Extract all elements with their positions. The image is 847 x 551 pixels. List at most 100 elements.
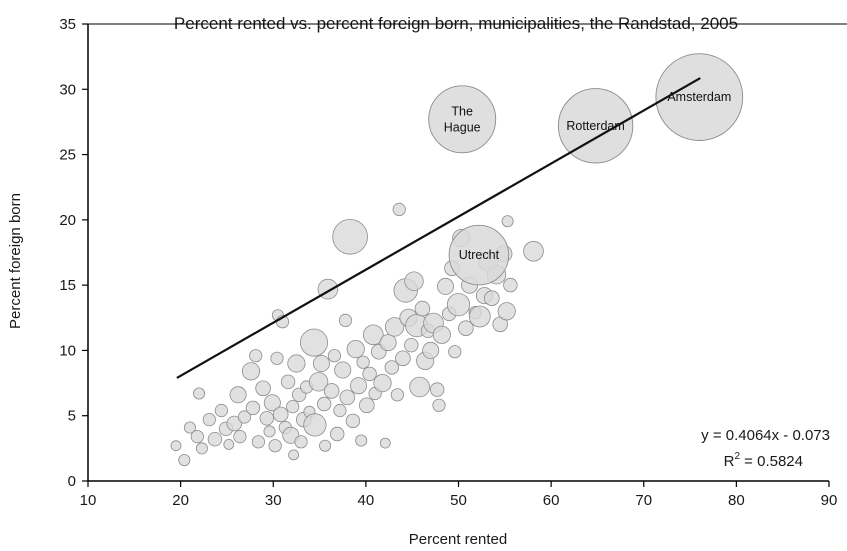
y-tick-label: 15 — [59, 277, 76, 294]
bubble-point — [404, 271, 424, 291]
y-tick-label: 10 — [59, 342, 76, 359]
y-tick-label: 30 — [59, 81, 76, 98]
bubble-point — [356, 355, 370, 369]
bubble-point — [207, 432, 223, 447]
x-tick-label: 40 — [358, 492, 375, 509]
bubble-point — [395, 350, 411, 367]
bubble-point — [282, 426, 300, 444]
x-tick-label: 80 — [728, 492, 745, 509]
y-axis-ticks: 0 5 10 15 20 25 30 35 — [59, 16, 88, 490]
bubble-point — [501, 215, 514, 228]
y-tick-label: 35 — [59, 16, 76, 33]
bubble-label-amsterdam: Amsterdam — [667, 90, 731, 104]
bubble-point — [384, 317, 405, 337]
bubble-point — [229, 386, 247, 404]
bubble-point — [287, 354, 306, 373]
bubble-point — [497, 302, 516, 321]
bubble-point — [436, 277, 454, 295]
bubble-point — [308, 372, 329, 392]
bubble-point — [404, 338, 419, 353]
bubble-point — [268, 439, 282, 453]
bubble-point — [255, 380, 271, 397]
bubble-label-utrecht: Utrecht — [459, 248, 500, 262]
bubble-point — [214, 403, 228, 418]
bubble-point — [323, 383, 340, 399]
bubble-point — [299, 328, 328, 357]
y-axis-label: Percent foreign born — [7, 193, 24, 329]
x-tick-label: 90 — [821, 492, 838, 509]
bubble-point — [202, 412, 216, 427]
bubble-point — [430, 382, 445, 397]
y-tick-label: 5 — [68, 408, 76, 425]
bubble-point — [384, 360, 400, 375]
bubble-point — [270, 351, 284, 365]
bubble-the-hague — [428, 85, 497, 154]
bubble-point — [332, 219, 368, 255]
x-tick-label: 20 — [172, 492, 189, 509]
bubble-point — [245, 400, 261, 416]
bubble-amsterdam — [655, 53, 744, 141]
bubble-point — [317, 396, 332, 412]
bubble-point — [446, 293, 471, 317]
bubble-point — [379, 437, 391, 449]
bubble-point — [346, 339, 365, 359]
trend-line — [176, 77, 701, 379]
x-tick-label: 60 — [543, 492, 560, 509]
bubble-label-the-hague: Hague — [444, 120, 481, 134]
bubble-point — [483, 290, 500, 307]
bubble-point — [339, 389, 356, 406]
bubble-point — [523, 240, 544, 262]
r-squared-exponent: 2 — [734, 451, 740, 462]
bubble-rotterdam — [557, 88, 634, 164]
bubble-point — [241, 362, 261, 381]
bubble-point — [468, 305, 491, 328]
bubble-point — [178, 454, 191, 467]
bubble-point — [330, 426, 345, 442]
bubble-point — [251, 435, 265, 449]
bubble-point — [373, 373, 392, 393]
bubble-point — [237, 410, 252, 424]
x-tick-label: 30 — [265, 492, 282, 509]
y-tick-label: 0 — [68, 473, 76, 490]
bubble-point — [249, 349, 263, 363]
bubble-point — [422, 341, 440, 359]
bubble-point — [263, 394, 281, 412]
y-tick-label: 20 — [59, 212, 76, 229]
bubble-point — [458, 320, 474, 337]
bubble-point — [379, 334, 397, 352]
bubble-point — [362, 324, 384, 346]
bubble-point — [170, 440, 182, 452]
bubble-point — [333, 403, 347, 418]
bubble-point — [355, 434, 368, 447]
y-tick-label: 25 — [59, 147, 76, 164]
trend-r-squared: R2 = 0.5824 — [724, 451, 803, 470]
bubble-point — [294, 435, 308, 449]
r-squared-letter: R — [724, 453, 735, 470]
bubble-point — [263, 425, 276, 438]
trend-equation: y = 0.4064x - 0.073 — [701, 427, 830, 444]
bubble-point — [345, 413, 361, 429]
bubble-point — [362, 366, 377, 382]
bubble-utrecht — [448, 224, 510, 286]
x-tick-label: 70 — [635, 492, 652, 509]
bubble-point — [272, 406, 289, 423]
bubble-point — [312, 354, 330, 372]
bubble-point — [223, 438, 235, 450]
bubble-point — [259, 411, 275, 426]
bubble-point — [414, 300, 431, 317]
bubble-point — [448, 345, 462, 359]
bubble-point — [233, 429, 247, 444]
bubble-point — [190, 429, 204, 444]
bubble-point — [392, 202, 406, 216]
bubble-point — [327, 349, 341, 363]
bubble-point — [280, 374, 296, 390]
bubble-label-the-hague: The — [451, 104, 473, 118]
bubble-point — [390, 388, 404, 402]
bubble-point — [338, 313, 353, 327]
bubble-point — [349, 377, 367, 395]
bubble-point — [409, 376, 430, 398]
bubble-point — [358, 397, 375, 414]
x-tick-label: 10 — [80, 492, 97, 509]
